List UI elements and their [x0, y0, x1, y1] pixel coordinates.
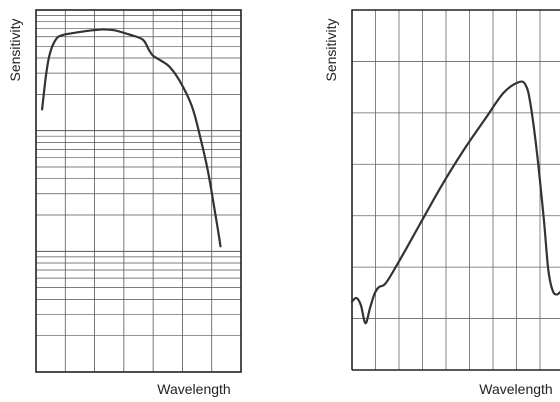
chart-panel-left: Wavelength Sensitivity [7, 9, 242, 397]
y-axis-title-right: Sensitivity [323, 18, 339, 81]
plot-frame-left [35, 9, 242, 373]
x-axis-title-right: Wavelength [479, 381, 552, 397]
plot-frame-right [351, 9, 560, 371]
grid-right [352, 10, 560, 371]
x-axis-title-left: Wavelength [157, 381, 230, 397]
sensitivity-curve-left [41, 28, 222, 248]
sensitivity-curve-right [350, 80, 560, 325]
grid-left [36, 10, 241, 372]
chart-panel-right: Wavelength Sensitivity [323, 9, 560, 397]
y-axis-title-left: Sensitivity [7, 18, 23, 81]
